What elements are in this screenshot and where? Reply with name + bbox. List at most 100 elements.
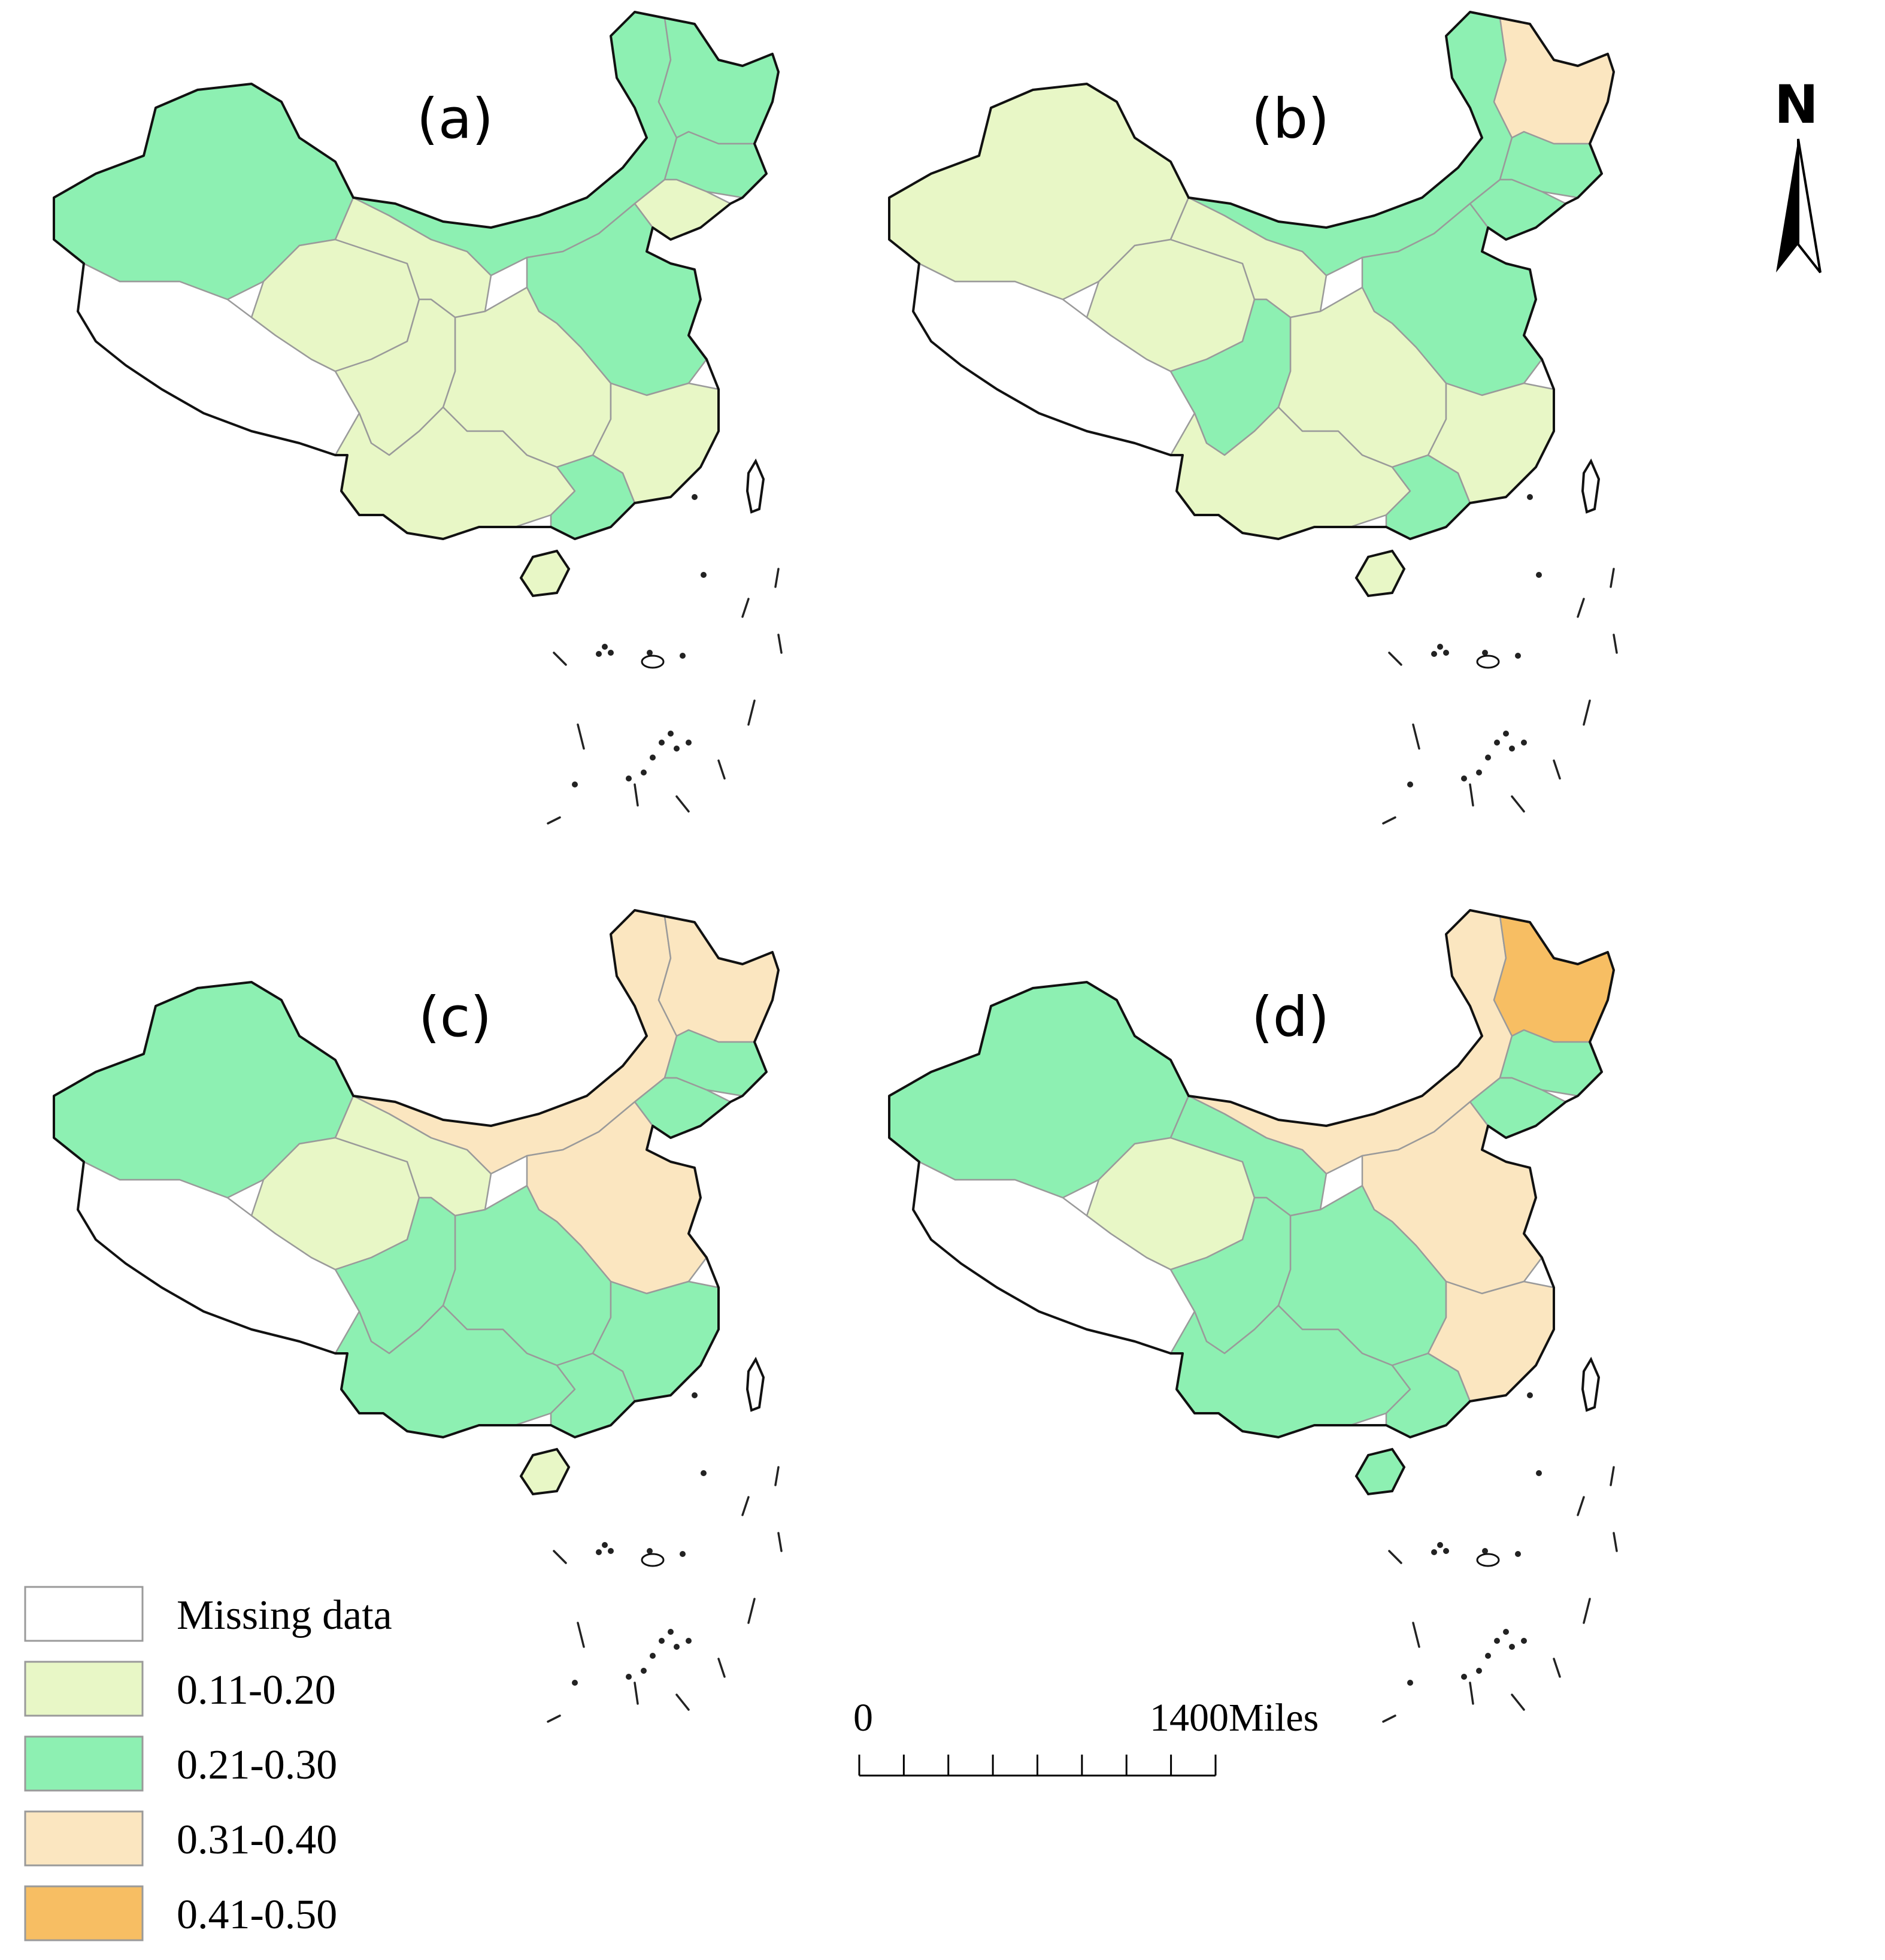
taiwan-island	[745, 1356, 765, 1412]
boundary-dash	[717, 759, 726, 780]
island-dot	[1437, 644, 1443, 650]
region-heilongjiang	[1493, 915, 1615, 1043]
legend: Missing data 0.11-0.20 0.21-0.30 0.31-0.40 0…	[24, 1586, 392, 1941]
boundary-dash	[553, 652, 567, 666]
legend-swatch	[24, 1885, 144, 1941]
island-dot	[602, 1542, 608, 1548]
island-dot	[674, 1644, 680, 1650]
boundary-dash	[675, 1694, 690, 1711]
boundary-dash	[777, 1532, 783, 1552]
boundary-dash	[1583, 699, 1591, 726]
island-dot	[659, 740, 665, 746]
region-heilongjiang	[1493, 17, 1615, 145]
legend-label: 0.31-0.40	[177, 1817, 337, 1863]
boundary-dash	[1553, 1658, 1561, 1678]
legend-swatch	[24, 1661, 144, 1717]
boundary-dash	[1469, 1682, 1474, 1705]
country-outline	[53, 909, 780, 1438]
boundary-dash	[1382, 816, 1396, 825]
island-dot	[650, 755, 656, 761]
boundary-dash	[774, 1466, 780, 1486]
island-dot	[1407, 1680, 1413, 1686]
boundary-dash	[741, 598, 750, 618]
region-heilongjiang	[657, 17, 780, 145]
island-dot	[1461, 1674, 1467, 1680]
map-panel: (a)	[53, 11, 783, 825]
island-dot	[1503, 731, 1509, 737]
island-dot	[572, 781, 578, 787]
boundary-dash	[577, 1622, 585, 1648]
boundary-dash	[747, 699, 756, 726]
boundary-dash	[774, 568, 780, 588]
hainan-outline	[519, 1447, 571, 1496]
island-dot	[686, 740, 692, 746]
scale-end-label: 1400Miles	[1150, 1696, 1319, 1740]
boundary-dash	[1553, 759, 1561, 780]
boundary-dash	[675, 795, 690, 813]
north-label: N	[1774, 74, 1819, 135]
boundary-dash	[1610, 568, 1615, 588]
island-dot	[1503, 1629, 1509, 1635]
legend-swatch	[24, 1735, 144, 1792]
legend-label: 0.41-0.50	[177, 1892, 337, 1938]
boundary-dash	[1577, 1496, 1585, 1516]
map-panel: (d)	[888, 909, 1618, 1723]
island-dot	[1494, 740, 1500, 746]
hainan-outline	[1354, 1447, 1406, 1496]
island-dot	[1494, 1638, 1500, 1644]
island-dot	[686, 1638, 692, 1644]
island-dot	[596, 1549, 602, 1555]
country-outline	[888, 909, 1615, 1438]
panel-label: (c)	[419, 985, 492, 1049]
island-dot	[1443, 1548, 1449, 1554]
boundary-dash	[1577, 598, 1585, 618]
hainan-outline	[519, 549, 571, 598]
island-dot	[1509, 1644, 1515, 1650]
boundary-dash	[1610, 1466, 1615, 1486]
island-dot	[701, 1470, 707, 1476]
island-dot	[1437, 1542, 1443, 1548]
island-dot	[1485, 1653, 1491, 1659]
island-dot	[641, 1668, 647, 1674]
boundary-dash	[717, 1658, 726, 1678]
island-dot	[1407, 781, 1413, 787]
island-outline	[641, 655, 665, 669]
boundary-dash	[1469, 783, 1474, 807]
boundary-dash	[634, 1682, 639, 1705]
legend-label: 0.11-0.20	[177, 1667, 336, 1713]
island-dot	[674, 746, 680, 752]
boundary-dash	[1613, 634, 1618, 654]
island-dot	[641, 770, 647, 775]
boundary-dash	[1511, 795, 1525, 813]
boundary-dash	[1382, 1714, 1396, 1723]
island-dot	[668, 1629, 674, 1635]
boundary-dash	[1388, 1550, 1402, 1564]
island-dot	[1515, 653, 1521, 659]
taiwan-island	[745, 458, 765, 514]
island-dot	[1482, 650, 1488, 656]
island-outline	[1476, 1553, 1500, 1567]
panel-label: (a)	[417, 87, 493, 151]
island-dot	[596, 651, 602, 657]
taiwan-island	[1581, 458, 1601, 514]
panel-label: (d)	[1251, 985, 1329, 1049]
boundary-dash	[1412, 723, 1420, 750]
country-outline	[888, 11, 1615, 540]
legend-swatch	[24, 1810, 144, 1867]
island-dot	[1431, 651, 1437, 657]
island-dot	[602, 644, 608, 650]
panel-label: (b)	[1251, 87, 1329, 151]
island-dot	[626, 775, 632, 781]
island-dot	[572, 1680, 578, 1686]
island-dot	[1431, 1549, 1437, 1555]
island-dot	[1443, 650, 1449, 656]
region-heilongjiang	[657, 915, 780, 1043]
boundary-dash	[747, 1598, 756, 1624]
island-dot	[1521, 740, 1527, 746]
legend-swatch	[24, 1586, 144, 1642]
island-dot	[1476, 1668, 1482, 1674]
island-outline	[641, 1553, 665, 1567]
island-dot	[1536, 1470, 1542, 1476]
island-dot	[1476, 770, 1482, 775]
